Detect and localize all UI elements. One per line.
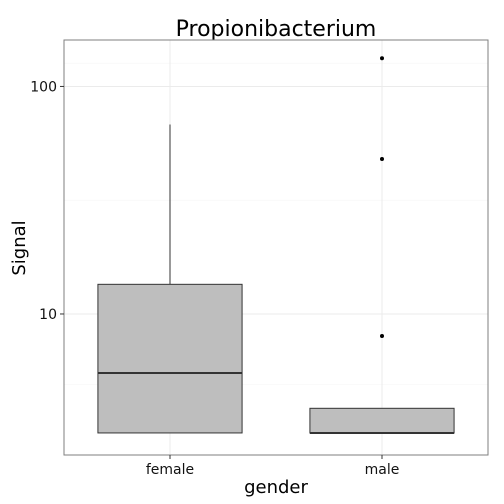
box-male [309,56,455,434]
x-axis: female male [146,455,400,478]
plot-area [63,39,489,456]
x-tick-label: female [146,462,194,478]
y-axis: 10 100 [30,79,64,323]
chart-title: Propionibacterium [176,17,377,42]
outlier-point [380,56,384,61]
outlier-point [380,334,384,339]
y-tick-label: 10 [39,307,57,323]
box-iqr [309,407,455,434]
box-iqr [97,283,243,434]
x-axis-title: gender [244,477,308,498]
outlier-point [380,156,384,161]
box-female [97,124,243,434]
x-tick-label: male [365,462,400,478]
y-axis-title: Signal [9,220,30,275]
panel-border [63,39,489,456]
y-tick-label: 100 [30,79,57,95]
